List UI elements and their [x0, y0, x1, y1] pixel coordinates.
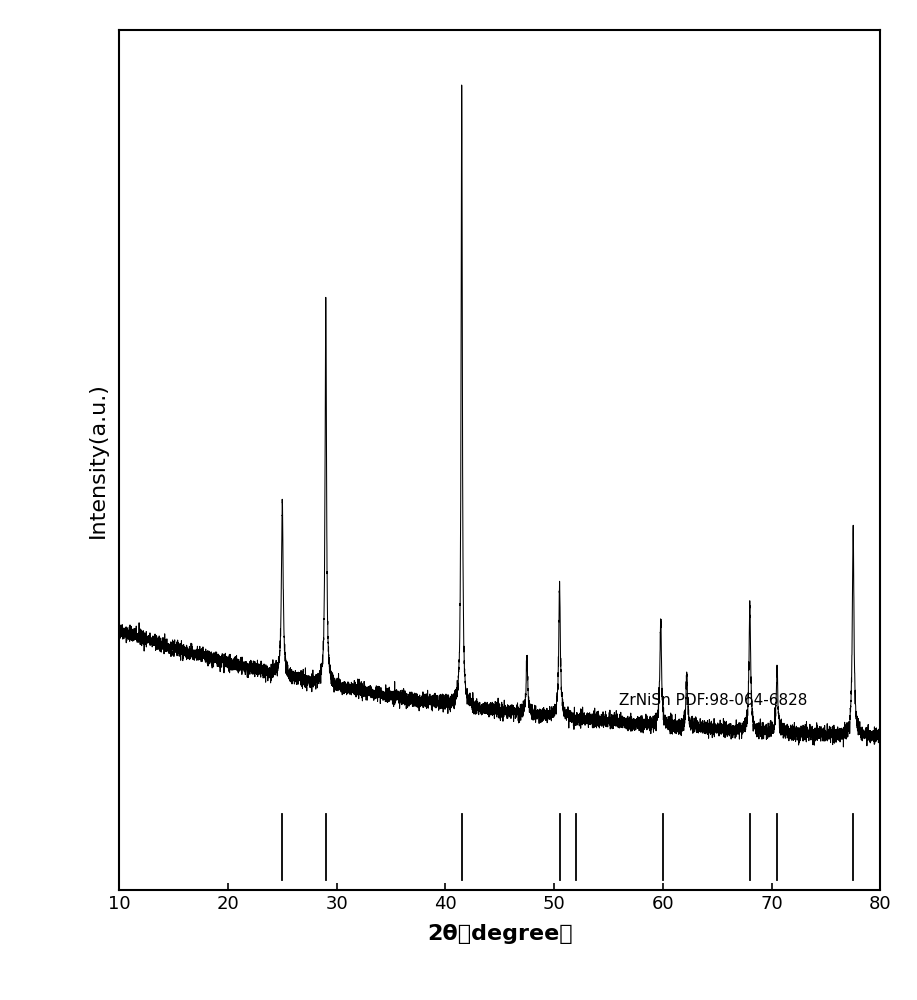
- X-axis label: 2θ（degree）: 2θ（degree）: [427, 924, 572, 944]
- Y-axis label: Intensity(a.u.): Intensity(a.u.): [88, 382, 108, 538]
- Text: ZrNiSn PDF:98-064-6828: ZrNiSn PDF:98-064-6828: [619, 693, 808, 708]
